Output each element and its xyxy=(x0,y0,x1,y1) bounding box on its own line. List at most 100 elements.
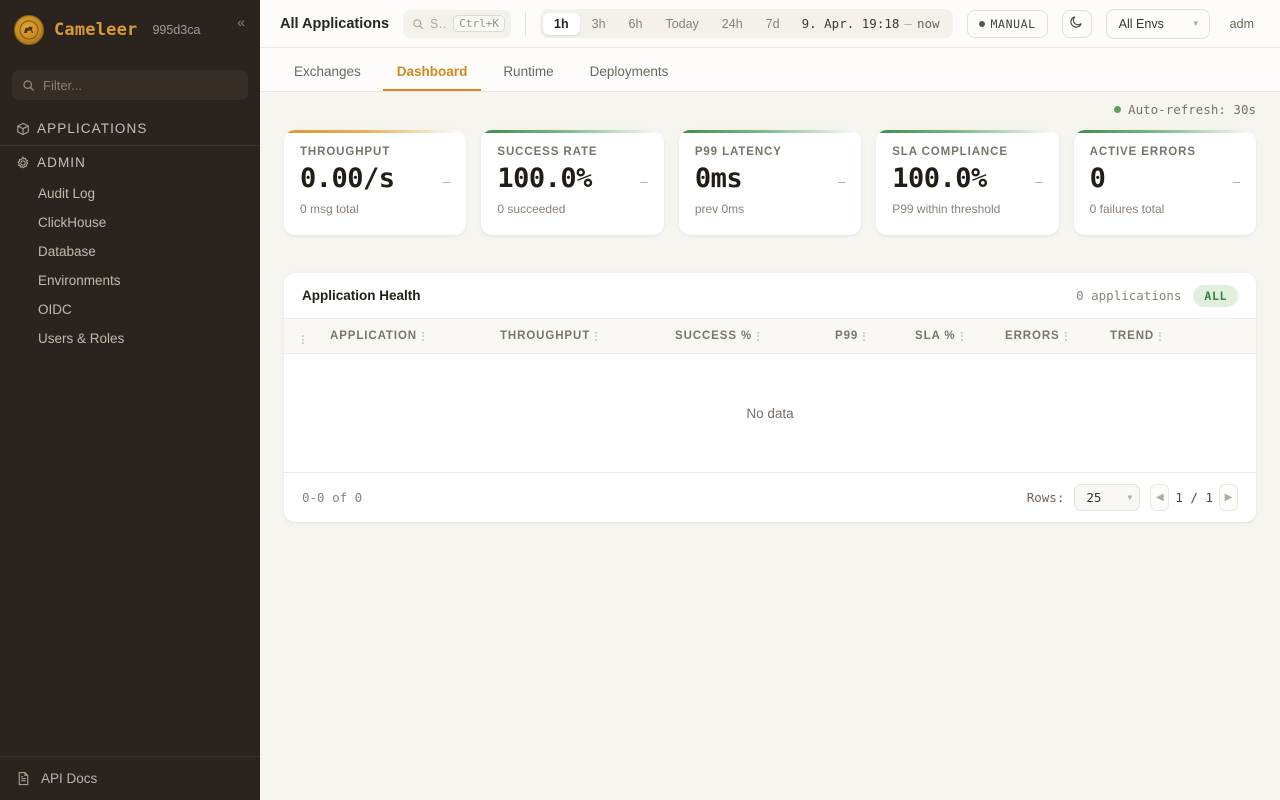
next-page-button[interactable]: ▶ xyxy=(1219,484,1238,511)
pager: ◀ 1 / 1 ▶ xyxy=(1150,484,1238,511)
table-empty-state: No data xyxy=(746,405,794,421)
drag-handle-icon xyxy=(302,335,304,344)
metric-card-sla-compliance: SLA COMPLIANCE 100.0% – P99 within thres… xyxy=(876,130,1059,235)
application-count: 0 applications xyxy=(1076,288,1182,303)
time-range-selector[interactable]: 1h 3h 6h Today 24h 7d 9. Apr. 19:18 — now xyxy=(540,9,953,38)
card-value: 100.0% xyxy=(892,163,987,194)
auto-refresh-label: Auto-refresh: 30s xyxy=(1128,101,1256,117)
metric-cards: THROUGHPUT 0.00/s – 0 msg total SUCCESS … xyxy=(284,130,1257,235)
environment-select[interactable]: All Envs ▼ xyxy=(1105,8,1210,39)
divider xyxy=(525,11,527,36)
column-label: APPLICATION xyxy=(330,330,417,342)
sort-icon xyxy=(422,331,424,341)
sort-icon xyxy=(595,331,598,341)
card-delta: – xyxy=(443,174,451,189)
card-label: SUCCESS RATE xyxy=(497,146,598,158)
application-health-panel: Application Health 0 applications ALL xyxy=(284,273,1256,522)
column-header-errors[interactable]: ERRORS xyxy=(1005,319,1110,354)
sidebar-item-api-docs[interactable]: API Docs xyxy=(0,756,260,800)
table-footer: 0-0 of 0 Rows: 25 ▼ ◀ 1 / 1 ▶ xyxy=(284,472,1256,522)
column-header-throughput[interactable]: THROUGHPUT xyxy=(500,319,675,354)
pagination-range: 0-0 of 0 xyxy=(302,490,363,505)
card-main: 100.0% – xyxy=(892,165,1042,192)
card-delta: – xyxy=(837,174,846,189)
document-icon xyxy=(16,771,31,786)
column-header-success[interactable]: SUCCESS % xyxy=(675,319,835,354)
column-header-sla[interactable]: SLA % xyxy=(915,319,1005,354)
rows-per-page-value: 25 xyxy=(1086,490,1102,505)
column-header-application[interactable]: APPLICATION xyxy=(330,319,500,354)
environment-value: All Envs xyxy=(1118,16,1164,31)
column-header-trend[interactable]: TREND xyxy=(1110,319,1256,354)
time-range-3h[interactable]: 3h xyxy=(591,16,606,31)
sort-icon xyxy=(863,331,866,341)
tab-dashboard[interactable]: Dashboard xyxy=(382,64,482,91)
card-accent-bar xyxy=(1073,130,1257,133)
sidebar-footer-label: API Docs xyxy=(41,771,98,786)
card-main: 0 – xyxy=(1090,165,1240,192)
sidebar-section-applications[interactable]: APPLICATIONS xyxy=(0,112,260,146)
column-header-drag[interactable] xyxy=(284,319,330,354)
brand-name: Cameleer xyxy=(54,20,138,40)
card-value: 100.0% xyxy=(497,163,592,194)
filter-badge-all[interactable]: ALL xyxy=(1193,284,1238,307)
sidebar-item-oidc[interactable]: OIDC xyxy=(38,302,72,317)
search-icon xyxy=(412,18,424,30)
chevron-down-icon: ▼ xyxy=(1127,492,1133,502)
tab-runtime[interactable]: Runtime xyxy=(503,63,554,79)
sort-icon xyxy=(1064,331,1067,341)
manual-refresh-button[interactable]: MANUAL xyxy=(966,9,1048,38)
sidebar-section-admin[interactable]: ADMIN xyxy=(0,146,260,179)
sidebar-item-database[interactable]: Database xyxy=(38,244,96,259)
search-input[interactable]: S… Ctrl+K xyxy=(403,9,512,38)
rows-per-page-select[interactable]: 25 ▼ xyxy=(1074,484,1141,511)
main-area: All Applications S… Ctrl+K 1h 3h 6h Toda… xyxy=(260,0,1280,800)
time-range-1h[interactable]: 1h xyxy=(543,12,580,35)
time-range-24h[interactable]: 24h xyxy=(721,16,743,31)
card-subtitle: 0 msg total xyxy=(300,202,359,216)
sidebar-item-users-roles[interactable]: Users & Roles xyxy=(38,331,125,346)
chevron-double-left-icon[interactable]: « xyxy=(237,14,245,30)
card-accent-bar xyxy=(876,130,1059,133)
moon-icon xyxy=(1069,14,1084,34)
card-subtitle: prev 0ms xyxy=(694,202,745,216)
time-range-6h[interactable]: 6h xyxy=(628,16,643,31)
card-delta: – xyxy=(640,174,648,189)
sidebar-item-audit-log[interactable]: Audit Log xyxy=(38,186,96,201)
user-menu[interactable]: adm xyxy=(1229,16,1254,31)
search-shortcut-hint: Ctrl+K xyxy=(453,15,506,32)
metric-card-p99-latency: P99 LATENCY 0ms – prev 0ms xyxy=(678,130,862,235)
time-range-custom[interactable]: 9. Apr. 19:18 — now xyxy=(792,12,950,35)
card-accent-bar xyxy=(284,130,467,133)
status-dot-icon xyxy=(1114,105,1122,113)
sidebar-item-clickhouse[interactable]: ClickHouse xyxy=(38,215,107,230)
card-label: ACTIVE ERRORS xyxy=(1089,146,1196,158)
sidebar-filter-wrap xyxy=(0,60,260,112)
metric-card-active-errors: ACTIVE ERRORS 0 – 0 failures total xyxy=(1073,130,1257,235)
application-health-table: APPLICATION THROUGHPUT SUCCESS % xyxy=(284,319,1256,354)
column-label: P99 xyxy=(835,330,859,342)
theme-toggle-button[interactable] xyxy=(1061,9,1092,38)
auto-refresh-row: Auto-refresh: 30s xyxy=(284,92,1256,120)
search-icon xyxy=(22,79,35,92)
cube-icon xyxy=(16,122,30,136)
card-value: 0ms xyxy=(694,163,743,194)
metric-card-success-rate: SUCCESS RATE 100.0% – 0 succeeded xyxy=(481,130,664,235)
table-header-row: APPLICATION THROUGHPUT SUCCESS % xyxy=(284,319,1256,354)
sidebar-item-environments[interactable]: Environments xyxy=(38,273,121,288)
prev-page-button[interactable]: ◀ xyxy=(1150,484,1170,511)
filter-input[interactable] xyxy=(43,77,238,93)
sidebar: Cameleer 995d3ca « APPLICATION xyxy=(0,0,260,800)
time-range-today[interactable]: Today xyxy=(665,16,699,31)
column-label: SUCCESS % xyxy=(675,330,753,342)
gear-icon xyxy=(16,155,30,170)
sidebar-filter[interactable] xyxy=(12,70,248,100)
tab-deployments[interactable]: Deployments xyxy=(589,63,669,79)
sort-icon xyxy=(757,331,760,341)
time-range-7d[interactable]: 7d xyxy=(765,16,780,31)
page-indicator: 1 / 1 xyxy=(1175,490,1213,505)
column-header-p99[interactable]: P99 xyxy=(835,319,915,354)
card-label: SLA COMPLIANCE xyxy=(892,146,1008,158)
range-from: 9. Apr. 19:18 xyxy=(801,16,900,31)
tab-exchanges[interactable]: Exchanges xyxy=(294,63,361,79)
